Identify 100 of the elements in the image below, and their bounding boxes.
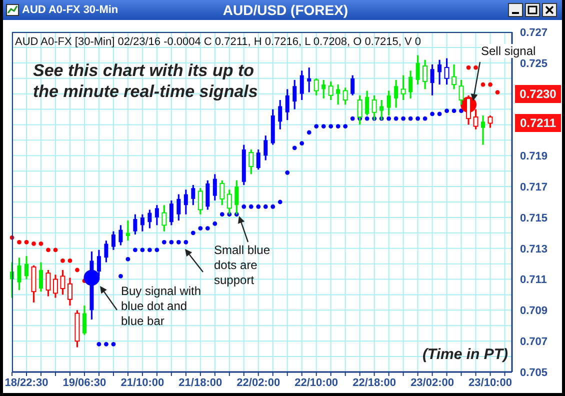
point	[205, 226, 210, 230]
point	[422, 116, 428, 121]
candlestick	[198, 187, 203, 216]
point	[17, 240, 22, 244]
candlestick	[162, 204, 167, 232]
point	[256, 204, 261, 209]
point	[394, 116, 398, 121]
point	[300, 141, 304, 146]
x-tick-label: 18/22:30	[4, 376, 48, 389]
point	[184, 240, 188, 244]
point	[474, 65, 478, 70]
candlestick	[154, 204, 159, 226]
point	[198, 226, 203, 230]
candlestick	[24, 255, 28, 280]
candlestick	[481, 114, 486, 146]
candlestick	[342, 86, 348, 106]
point	[285, 170, 290, 175]
candlestick	[17, 256, 22, 291]
point	[32, 242, 36, 246]
candlestick	[458, 79, 464, 106]
candlestick	[67, 276, 72, 306]
x-tick-label: 22/10:00	[294, 376, 338, 389]
annotation: Sell signal	[481, 44, 539, 58]
candlestick	[430, 64, 434, 96]
candlestick	[126, 220, 130, 242]
candlestick	[350, 74, 355, 96]
y-tick-label: 0.711	[520, 274, 547, 286]
point	[328, 124, 334, 128]
candlestick	[438, 59, 442, 86]
candlestick	[408, 70, 413, 100]
candlestick	[307, 66, 312, 94]
candlestick	[278, 99, 282, 130]
point	[408, 116, 413, 121]
candlestick	[394, 79, 398, 109]
x-tick-label: 19/06:30	[62, 376, 106, 389]
point	[364, 116, 370, 121]
point	[104, 342, 108, 346]
point	[321, 124, 326, 128]
point	[416, 116, 420, 121]
candlestick	[386, 90, 391, 116]
candlestick	[292, 79, 297, 110]
x-tick-label: 22/18:00	[352, 376, 396, 389]
point	[118, 274, 123, 278]
candlestick	[300, 70, 304, 101]
y-tick-label: 0.717	[520, 181, 548, 194]
candlestick	[248, 148, 254, 175]
candlestick	[322, 79, 326, 100]
point	[306, 130, 312, 135]
point	[263, 204, 268, 209]
y-tick-label: 0.725	[520, 58, 548, 70]
candlestick	[206, 180, 210, 211]
point	[162, 240, 166, 244]
x-tick-label: 23/10:00	[468, 376, 512, 389]
candlestick	[52, 274, 58, 299]
point	[459, 108, 464, 114]
point	[75, 268, 80, 272]
candlestick	[365, 90, 370, 116]
point	[343, 124, 348, 128]
y-tick-label: 0.719	[520, 150, 548, 163]
candlestick	[104, 240, 108, 264]
candlestick	[169, 200, 174, 226]
point	[350, 116, 355, 121]
point	[242, 204, 246, 209]
candlestick	[212, 173, 217, 202]
candlestick	[256, 148, 260, 170]
point	[270, 204, 276, 209]
chart-title: AUD/USD (FOREX)	[222, 2, 348, 18]
candlestick	[400, 74, 406, 101]
candlestick	[452, 64, 457, 90]
candlestick	[444, 57, 450, 86]
point	[248, 204, 254, 209]
point	[190, 230, 196, 236]
candlestick	[226, 188, 232, 216]
candlestick	[488, 114, 493, 129]
candlestick	[314, 78, 319, 96]
point	[140, 248, 145, 252]
point	[466, 65, 471, 70]
text: 0.7230	[515, 85, 561, 103]
candlestick	[422, 59, 428, 90]
y-tick-label: 0.713	[520, 243, 548, 256]
candlestick	[38, 261, 43, 292]
candlestick	[336, 84, 340, 106]
candlestick	[82, 304, 86, 336]
point	[336, 124, 340, 128]
y-tick-label: 0.705	[520, 366, 548, 379]
candlestick	[148, 208, 152, 230]
x-tick-label: 22/02:00	[236, 376, 280, 389]
point	[488, 82, 492, 87]
point	[154, 248, 160, 252]
point	[46, 248, 50, 252]
candlestick	[328, 80, 334, 101]
candlestick	[184, 188, 188, 216]
point	[132, 248, 138, 252]
point	[96, 342, 102, 346]
x-tick-label: 23/02:00	[410, 376, 454, 389]
point	[292, 146, 297, 150]
point	[24, 240, 29, 244]
candlestick	[416, 54, 420, 86]
point	[430, 112, 434, 116]
candlestick	[264, 134, 268, 162]
